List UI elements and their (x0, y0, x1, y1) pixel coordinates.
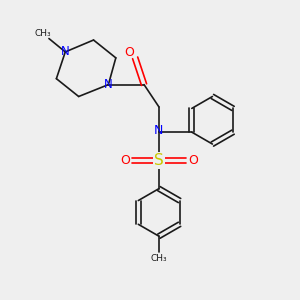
Text: S: S (154, 153, 164, 168)
Text: N: N (61, 45, 70, 58)
Text: N: N (104, 78, 113, 91)
Text: CH₃: CH₃ (34, 29, 51, 38)
Text: N: N (154, 124, 164, 137)
Text: O: O (120, 154, 130, 167)
Text: O: O (188, 154, 198, 167)
Text: O: O (124, 46, 134, 59)
Text: CH₃: CH₃ (151, 254, 167, 263)
